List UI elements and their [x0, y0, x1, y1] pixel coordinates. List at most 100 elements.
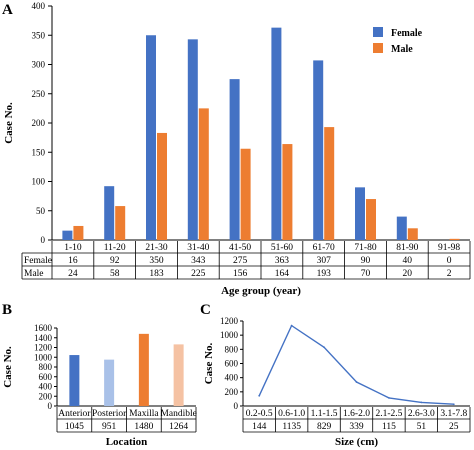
category-label: 21-30	[145, 243, 167, 253]
table-cell-value: 1045	[65, 422, 84, 432]
y-tick-label: 350	[32, 30, 46, 40]
category-label: 81-90	[396, 243, 418, 253]
table-cell-value: 1264	[169, 422, 188, 432]
y-tick-label: 1200	[220, 316, 239, 326]
bar-male	[282, 144, 293, 240]
y-tick-label: 800	[39, 362, 53, 372]
legend-label-male: Male	[391, 44, 413, 55]
y-tick-label: 600	[225, 359, 239, 369]
y-axis-title: Case No.	[3, 102, 15, 144]
category-label: 61-70	[313, 243, 335, 253]
table-cell-male: 225	[191, 269, 206, 279]
table-cell-value: 51	[417, 422, 427, 432]
x-axis-title: Location	[106, 436, 148, 448]
data-point	[388, 396, 390, 399]
table-cell-male: 2	[447, 269, 452, 279]
bar-mandible	[173, 344, 184, 406]
bar-male	[449, 238, 460, 240]
table-cell-value: 144	[252, 422, 267, 432]
table-cell-female: 0	[447, 256, 452, 266]
category-label: 1.1-1.5	[311, 409, 338, 419]
y-tick-label: 0	[48, 401, 53, 411]
bar-male	[324, 127, 335, 240]
category-label: Maxilla	[129, 409, 159, 419]
y-tick-label: 400	[32, 1, 46, 11]
category-label: 0.6-1.0	[278, 409, 305, 419]
table-row-header: Male	[24, 269, 44, 279]
table-cell-male: 20	[403, 269, 413, 279]
y-tick-label: 150	[32, 147, 46, 157]
table-cell-male: 164	[275, 269, 290, 279]
table-cell-value: 829	[317, 422, 332, 432]
y-tick-label: 1000	[220, 330, 239, 340]
table-cell-value: 339	[349, 422, 364, 432]
table-cell-female: 90	[361, 256, 371, 266]
bar-anterior	[69, 355, 80, 406]
y-axis-title: Case No.	[2, 346, 14, 388]
table-cell-male: 58	[110, 269, 120, 279]
y-tick-label: 0	[41, 235, 46, 245]
y-tick-label: 50	[36, 206, 46, 216]
y-tick-label: 200	[32, 118, 46, 128]
table-row-header: Female	[24, 256, 52, 266]
table-cell-male: 193	[317, 269, 332, 279]
y-tick-label: 100	[32, 177, 46, 187]
category-label: 11-20	[104, 243, 126, 253]
data-point	[452, 403, 455, 406]
table-cell-male: 156	[233, 269, 248, 279]
category-label: 0.2-0.5	[246, 409, 273, 419]
y-tick-label: 200	[39, 391, 53, 401]
category-label: Posterior	[92, 409, 127, 419]
data-point	[420, 401, 423, 404]
x-axis-title: Age group (year)	[221, 285, 301, 297]
table-cell-value: 25	[449, 422, 459, 432]
category-label: 1.6-2.0	[343, 409, 370, 419]
data-point	[258, 394, 261, 397]
bar-posterior	[104, 359, 115, 406]
category-label: 2.6-3.0	[408, 409, 435, 419]
bar-male	[73, 225, 84, 240]
y-tick-label: 1600	[34, 323, 53, 333]
bar-female	[313, 60, 324, 240]
table-cell-female: 350	[149, 256, 164, 266]
table-cell-female: 343	[191, 256, 206, 266]
y-tick-label: 400	[225, 373, 239, 383]
bar-female	[62, 230, 73, 240]
category-label: 2.1-2.5	[375, 409, 402, 419]
data-point	[355, 381, 358, 383]
table-cell-value: 1135	[282, 422, 301, 432]
bar-female	[396, 216, 407, 240]
table-cell-female: 16	[68, 256, 78, 266]
bar-male	[198, 108, 209, 240]
panel-c-label: C	[200, 302, 211, 318]
data-point	[290, 324, 293, 327]
bar-female	[104, 186, 115, 240]
table-cell-female: 363	[275, 256, 290, 266]
legend-swatch-female	[373, 27, 383, 37]
legend-swatch-male	[373, 43, 383, 53]
category-label: 91-98	[438, 243, 460, 253]
table-cell-male: 183	[149, 269, 164, 279]
legend-label-female: Female	[391, 28, 423, 39]
bar-maxilla	[138, 333, 149, 406]
table-cell-female: 275	[233, 256, 248, 266]
category-label: Anterior	[58, 409, 91, 419]
table-cell-male: 70	[361, 269, 371, 279]
table-cell-value: 951	[102, 422, 117, 432]
y-tick-label: 600	[39, 372, 53, 382]
y-axis-title: Case No.	[203, 342, 215, 384]
category-label: 1-10	[64, 243, 82, 253]
bar-female	[355, 187, 365, 240]
bar-male	[240, 148, 251, 240]
y-tick-label: 200	[225, 387, 239, 397]
table-cell-female: 40	[403, 256, 413, 266]
panel-b-label: B	[2, 302, 12, 318]
category-label: 31-40	[187, 243, 209, 253]
bar-female	[229, 79, 240, 240]
category-label: 3.1-7.8	[440, 409, 467, 419]
y-tick-label: 800	[225, 344, 239, 354]
series-line	[258, 324, 454, 405]
